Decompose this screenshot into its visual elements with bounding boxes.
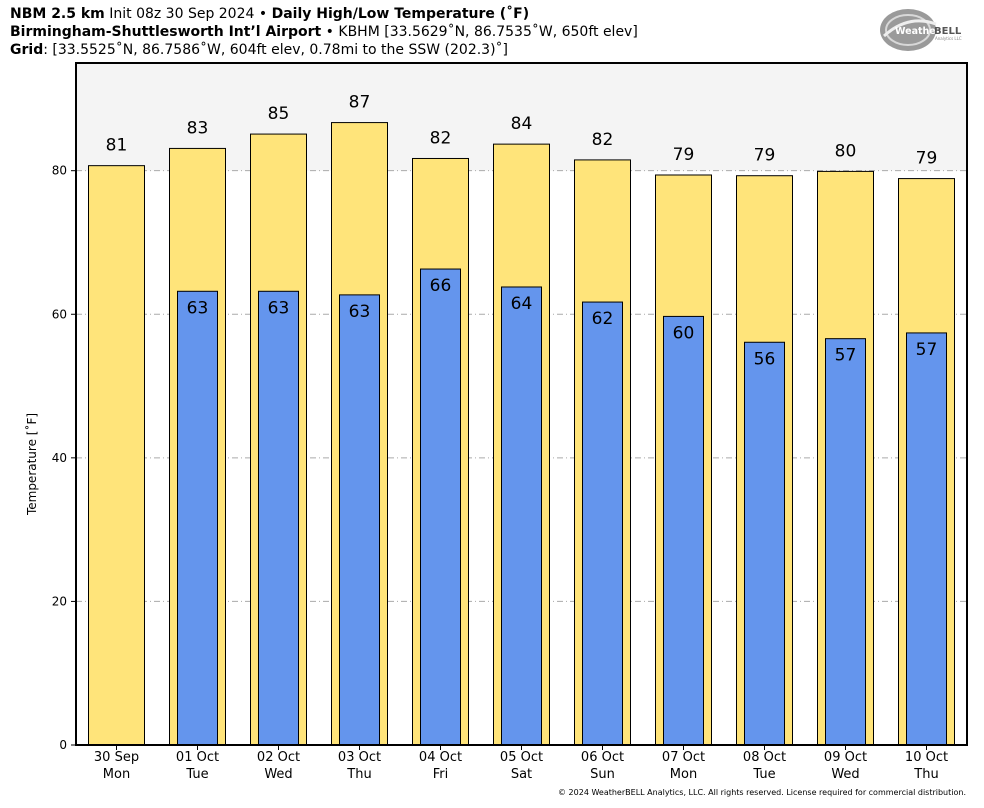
chart-title: Daily High/Low Temperature (˚F): [271, 6, 530, 22]
x-tick-label-date: 01 Oct: [176, 750, 219, 765]
low-label: 57: [916, 340, 938, 360]
low-label: 56: [754, 349, 776, 369]
low-label: 63: [268, 298, 290, 318]
high-label: 84: [511, 114, 533, 134]
low-bar: [420, 268, 461, 746]
x-tick-label-day: Tue: [185, 767, 208, 782]
x-tick-label-date: 09 Oct: [824, 750, 867, 765]
separator: •: [254, 6, 272, 22]
header-line-3: Grid: [33.5525˚N, 86.7586˚W, 604ft elev,…: [10, 41, 508, 59]
low-label: 57: [835, 346, 857, 366]
high-label: 87: [349, 93, 371, 113]
x-tick-label-date: 30 Sep: [94, 750, 139, 765]
x-tick-label-date: 04 Oct: [419, 750, 462, 765]
x-tick-label-day: Mon: [103, 767, 130, 782]
low-label: 60: [673, 323, 695, 343]
grid-label: Grid: [10, 42, 44, 58]
low-bar: [339, 294, 380, 746]
x-tick-label-date: 03 Oct: [338, 750, 381, 765]
x-tick-label-day: Sun: [590, 767, 615, 782]
low-bar: [501, 286, 542, 746]
x-tick-label-day: Tue: [752, 767, 775, 782]
low-label: 64: [511, 294, 533, 314]
y-tick-label: 20: [52, 594, 67, 608]
x-tick-label-day: Wed: [264, 767, 292, 782]
low-bar: [825, 338, 866, 746]
low-bar: [744, 341, 785, 746]
x-tick-label-date: 07 Oct: [662, 750, 705, 765]
x-tick-label-date: 05 Oct: [500, 750, 543, 765]
high-label: 79: [673, 145, 695, 165]
high-label: 83: [187, 118, 209, 138]
x-tick-label-date: 06 Oct: [581, 750, 624, 765]
low-bar: [663, 315, 704, 746]
x-tick-label-date: 02 Oct: [257, 750, 300, 765]
high-label: 85: [268, 104, 290, 124]
low-label: 63: [349, 302, 371, 322]
y-tick-label: 60: [52, 307, 67, 321]
low-bar: [906, 332, 947, 746]
station-name: Birmingham-Shuttlesworth Int’l Airport: [10, 24, 322, 40]
low-label: 62: [592, 309, 614, 329]
x-tick-label-day: Sat: [511, 767, 532, 782]
x-tick-label-day: Thu: [346, 767, 371, 782]
x-tick-label-date: 08 Oct: [743, 750, 786, 765]
high-label: 81: [106, 136, 128, 156]
high-label: 82: [430, 128, 452, 148]
x-tick-label-day: Fri: [433, 767, 449, 782]
low-label: 63: [187, 298, 209, 318]
high-bar: [88, 165, 145, 746]
low-bar: [258, 290, 299, 746]
init-time: Init 08z 30 Sep 2024: [104, 6, 255, 22]
y-tick-label: 40: [52, 451, 67, 465]
x-tick-label-day: Wed: [831, 767, 859, 782]
x-tick-label-date: 10 Oct: [905, 750, 948, 765]
model-name: NBM 2.5 km: [10, 6, 105, 22]
header-line-1: NBM 2.5 km Init 08z 30 Sep 2024 • Daily …: [10, 5, 529, 23]
copyright-footer: © 2024 WeatherBELL Analytics, LLC. All r…: [558, 788, 966, 797]
low-bar: [582, 301, 623, 746]
high-label: 79: [754, 146, 776, 166]
y-tick-label: 0: [59, 738, 67, 752]
axes: 0 20 40 60 80 30 Sep Mon 01 Oct Tue 02 Oct Wed 03 O…: [52, 164, 948, 782]
y-axis-label: Temperature [˚F]: [24, 413, 39, 516]
low-label: 66: [430, 276, 452, 296]
logo-swoosh: [882, 19, 937, 38]
high-label: 80: [835, 141, 857, 161]
high-label: 79: [916, 149, 938, 169]
low-bar: [177, 290, 218, 746]
header-line-2: Birmingham-Shuttlesworth Int’l Airport •…: [10, 23, 638, 41]
high-label: 82: [592, 130, 614, 150]
data-labels: 81 83 63 85 63 87 63 82 66 84 64 82 62 79 60 79 56 80 57 79…: [106, 93, 938, 370]
logo-subtext: Analytics LLC: [935, 36, 962, 41]
bars: [88, 122, 955, 746]
logo-text-b: BELL: [934, 26, 962, 37]
y-tick-label: 80: [52, 164, 67, 178]
x-tick-label-day: Thu: [913, 767, 938, 782]
weatherbell-logo: Weather BELL Analytics LLC: [880, 9, 962, 51]
x-tick-label-day: Mon: [670, 767, 697, 782]
logo-text-a: Weather: [895, 26, 941, 37]
separator: •: [321, 24, 339, 40]
logo-ring: [885, 14, 931, 46]
station-location: KBHM [33.5629˚N, 86.7535˚W, 650ft elev]: [338, 24, 638, 40]
grid-location: : [33.5525˚N, 86.7586˚W, 604ft elev, 0.7…: [43, 42, 509, 58]
